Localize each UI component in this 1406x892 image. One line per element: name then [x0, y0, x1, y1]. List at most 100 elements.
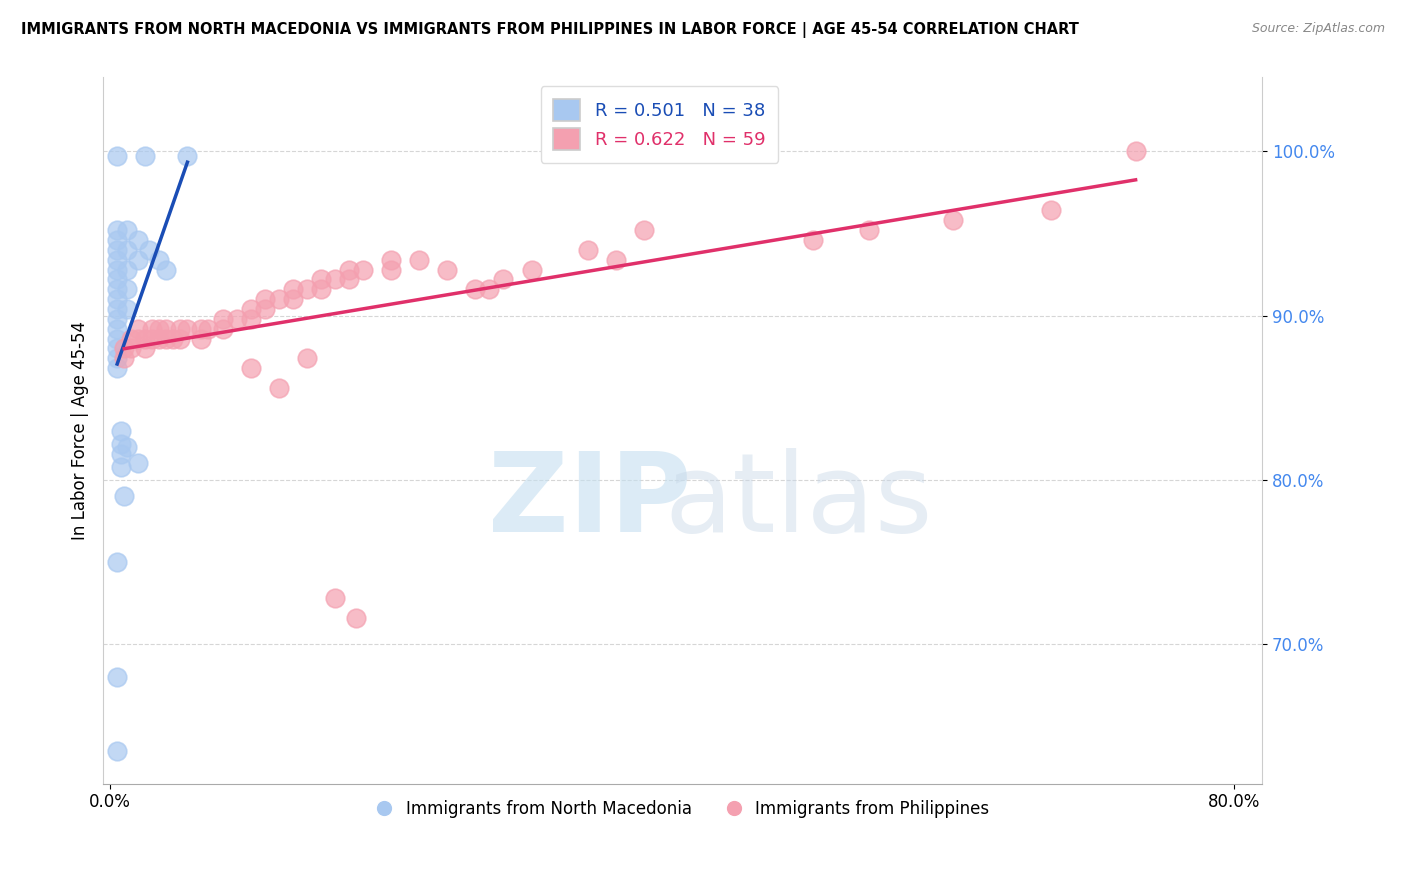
Point	[138, 243, 160, 257]
Point	[337, 262, 360, 277]
Point	[120, 332, 142, 346]
Point	[127, 332, 149, 346]
Point	[115, 223, 138, 237]
Point	[148, 322, 170, 336]
Point	[323, 591, 346, 606]
Point	[105, 252, 128, 267]
Point	[197, 322, 219, 336]
Point	[211, 312, 233, 326]
Point	[162, 332, 184, 346]
Point	[105, 351, 128, 366]
Point	[801, 233, 824, 247]
Point	[1125, 145, 1147, 159]
Point	[127, 457, 149, 471]
Point	[190, 332, 212, 346]
Point	[239, 361, 262, 376]
Point	[520, 262, 543, 277]
Point	[380, 262, 402, 277]
Point	[478, 282, 501, 296]
Point	[633, 223, 655, 237]
Point	[141, 322, 163, 336]
Point	[352, 262, 374, 277]
Text: ZIP: ZIP	[488, 448, 692, 555]
Point	[120, 342, 142, 356]
Point	[105, 332, 128, 346]
Point	[169, 332, 191, 346]
Point	[141, 332, 163, 346]
Point	[105, 223, 128, 237]
Point	[155, 262, 177, 277]
Point	[105, 301, 128, 316]
Point	[115, 243, 138, 257]
Point	[105, 149, 128, 163]
Point	[134, 342, 156, 356]
Point	[295, 351, 318, 366]
Point	[239, 312, 262, 326]
Point	[576, 243, 599, 257]
Point	[115, 282, 138, 296]
Point	[110, 459, 132, 474]
Point	[105, 243, 128, 257]
Point	[105, 342, 128, 356]
Point	[127, 322, 149, 336]
Point	[105, 322, 128, 336]
Point	[155, 322, 177, 336]
Point	[309, 272, 332, 286]
Point	[267, 292, 290, 306]
Point	[169, 322, 191, 336]
Point	[295, 282, 318, 296]
Point	[105, 292, 128, 306]
Point	[112, 489, 135, 503]
Point	[127, 233, 149, 247]
Point	[105, 312, 128, 326]
Y-axis label: In Labor Force | Age 45-54: In Labor Force | Age 45-54	[72, 321, 89, 540]
Point	[239, 301, 262, 316]
Legend: Immigrants from North Macedonia, Immigrants from Philippines: Immigrants from North Macedonia, Immigra…	[370, 794, 995, 825]
Point	[858, 223, 880, 237]
Point	[110, 447, 132, 461]
Point	[176, 322, 198, 336]
Point	[115, 301, 138, 316]
Point	[281, 282, 304, 296]
Point	[253, 301, 276, 316]
Point	[190, 322, 212, 336]
Point	[105, 744, 128, 758]
Text: IMMIGRANTS FROM NORTH MACEDONIA VS IMMIGRANTS FROM PHILIPPINES IN LABOR FORCE | : IMMIGRANTS FROM NORTH MACEDONIA VS IMMIG…	[21, 22, 1078, 38]
Point	[148, 252, 170, 267]
Point	[344, 611, 367, 625]
Text: Source: ZipAtlas.com: Source: ZipAtlas.com	[1251, 22, 1385, 36]
Point	[112, 351, 135, 366]
Point	[134, 149, 156, 163]
Point	[134, 332, 156, 346]
Point	[1040, 203, 1063, 218]
Point	[105, 282, 128, 296]
Point	[281, 292, 304, 306]
Point	[105, 670, 128, 684]
Point	[464, 282, 486, 296]
Point	[253, 292, 276, 306]
Point	[105, 361, 128, 376]
Point	[105, 233, 128, 247]
Point	[267, 381, 290, 395]
Point	[115, 262, 138, 277]
Point	[408, 252, 430, 267]
Point	[105, 262, 128, 277]
Point	[112, 342, 135, 356]
Point	[127, 252, 149, 267]
Point	[309, 282, 332, 296]
Point	[323, 272, 346, 286]
Point	[105, 555, 128, 569]
Point	[436, 262, 458, 277]
Point	[605, 252, 627, 267]
Point	[942, 213, 965, 227]
Point	[176, 149, 198, 163]
Text: atlas: atlas	[664, 448, 932, 555]
Point	[225, 312, 247, 326]
Point	[211, 322, 233, 336]
Point	[155, 332, 177, 346]
Point	[380, 252, 402, 267]
Point	[110, 424, 132, 438]
Point	[110, 436, 132, 450]
Point	[148, 332, 170, 346]
Point	[105, 272, 128, 286]
